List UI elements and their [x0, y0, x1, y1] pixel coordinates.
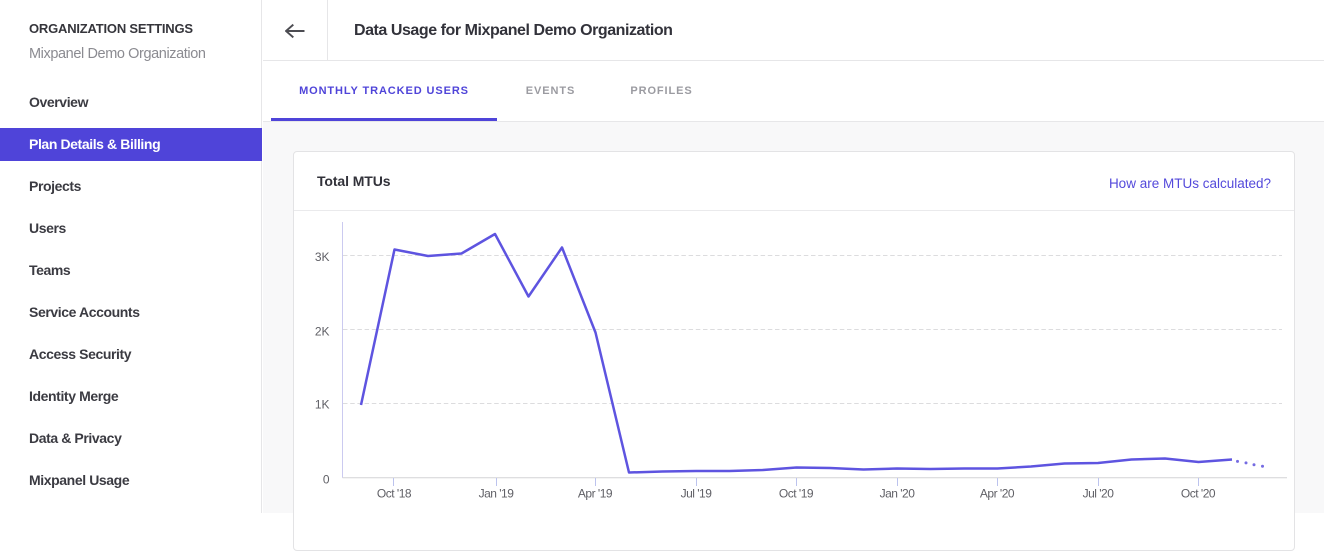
svg-text:2K: 2K: [315, 325, 330, 339]
svg-text:Oct '18: Oct '18: [377, 487, 412, 501]
svg-text:Oct '19: Oct '19: [779, 487, 814, 501]
svg-text:3K: 3K: [315, 250, 330, 264]
svg-text:Apr '20: Apr '20: [980, 487, 1015, 501]
svg-text:Jul '20: Jul '20: [1083, 487, 1115, 501]
svg-text:Oct '20: Oct '20: [1181, 487, 1216, 501]
svg-text:Jul '19: Jul '19: [681, 487, 713, 501]
svg-text:0: 0: [323, 473, 330, 487]
svg-text:1K: 1K: [315, 398, 330, 412]
svg-text:Apr '19: Apr '19: [578, 487, 613, 501]
svg-text:Jan '20: Jan '20: [880, 487, 916, 501]
svg-text:Jan '19: Jan '19: [479, 487, 515, 501]
